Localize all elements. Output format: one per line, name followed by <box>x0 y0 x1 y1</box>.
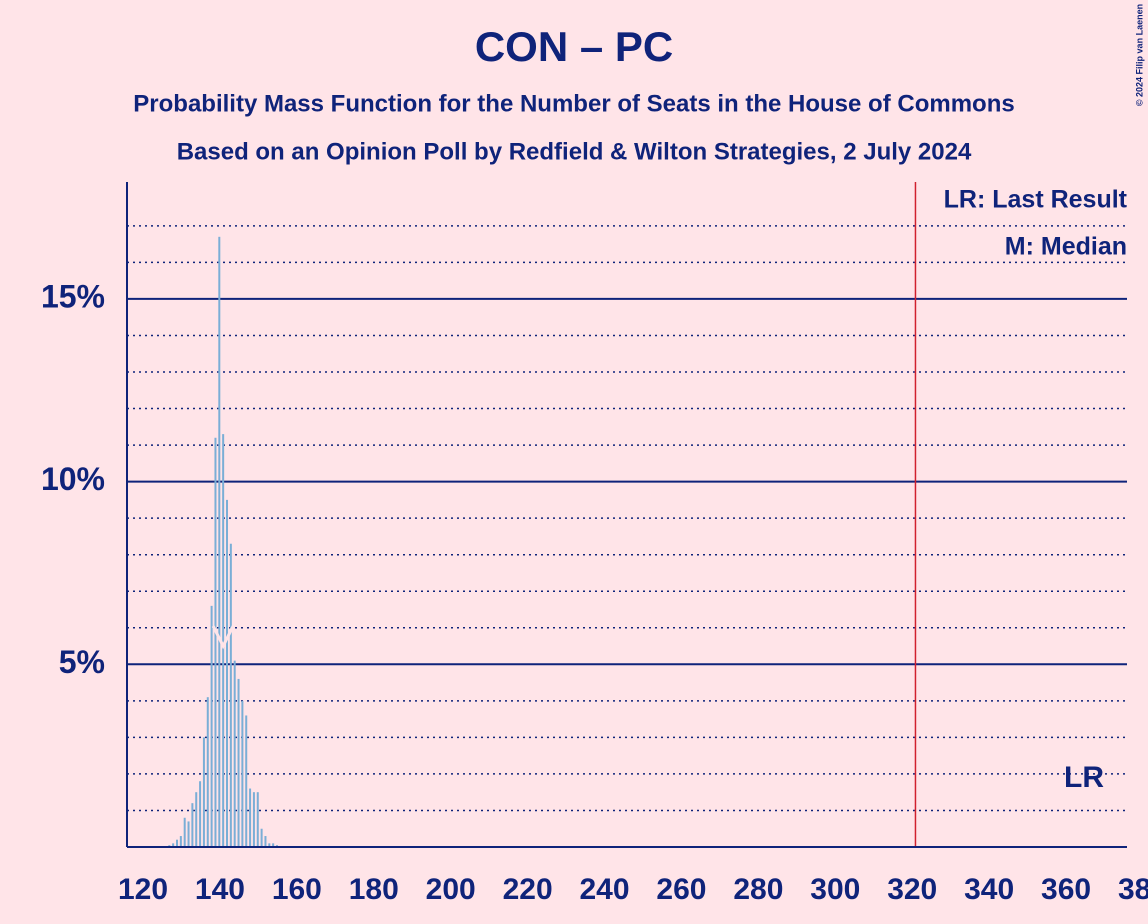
bar <box>202 737 205 847</box>
chart-subtitle: Based on an Opinion Poll by Redfield & W… <box>177 138 972 165</box>
x-tick-label: 260 <box>656 873 706 906</box>
x-tick-label: 280 <box>733 873 783 906</box>
bar <box>187 821 190 847</box>
bar <box>183 817 186 847</box>
last-result-label: LR <box>1064 761 1104 794</box>
y-tick-label: 5% <box>59 644 105 680</box>
bar <box>172 843 175 847</box>
bar <box>233 660 236 847</box>
bar <box>226 499 228 847</box>
bar <box>210 605 213 847</box>
bar <box>237 678 240 847</box>
bar <box>206 697 209 847</box>
bar <box>199 781 202 847</box>
x-tick-label: 160 <box>272 873 322 906</box>
x-tick-label: 180 <box>349 873 399 906</box>
x-tick-label: 300 <box>810 873 860 906</box>
x-tick-label: 120 <box>118 873 168 906</box>
bar <box>222 434 225 847</box>
bar <box>252 792 255 847</box>
bar <box>268 843 271 847</box>
x-tick-label: 340 <box>964 873 1014 906</box>
bar <box>229 543 232 847</box>
x-tick-label: 320 <box>887 873 937 906</box>
bar <box>191 803 194 847</box>
x-tick-label: 220 <box>503 873 553 906</box>
bar <box>249 788 252 847</box>
bar <box>256 792 259 847</box>
x-tick-label: 380 <box>1118 873 1148 906</box>
copyright: © 2024 Filip van Laenen <box>1134 4 1144 106</box>
bar <box>241 700 244 847</box>
bar <box>272 843 275 847</box>
legend-entry: M: Median <box>1005 233 1127 261</box>
bar <box>179 836 182 847</box>
x-tick-label: 200 <box>426 873 476 906</box>
x-tick-label: 360 <box>1041 873 1091 906</box>
chart-title: CON – PC <box>475 23 673 70</box>
bar <box>218 236 221 848</box>
chart-subtitle: Probability Mass Function for the Number… <box>133 90 1014 117</box>
legend-entry: LR: Last Result <box>944 186 1128 214</box>
x-tick-label: 240 <box>580 873 630 906</box>
y-tick-label: 15% <box>41 278 105 314</box>
bar <box>245 715 248 847</box>
bar <box>176 839 178 847</box>
y-tick-label: 10% <box>41 461 105 497</box>
bar <box>214 437 217 847</box>
median-marker <box>211 625 235 650</box>
x-tick-label: 140 <box>195 873 245 906</box>
bar <box>195 792 198 847</box>
bar <box>264 836 267 847</box>
bar <box>260 828 263 847</box>
